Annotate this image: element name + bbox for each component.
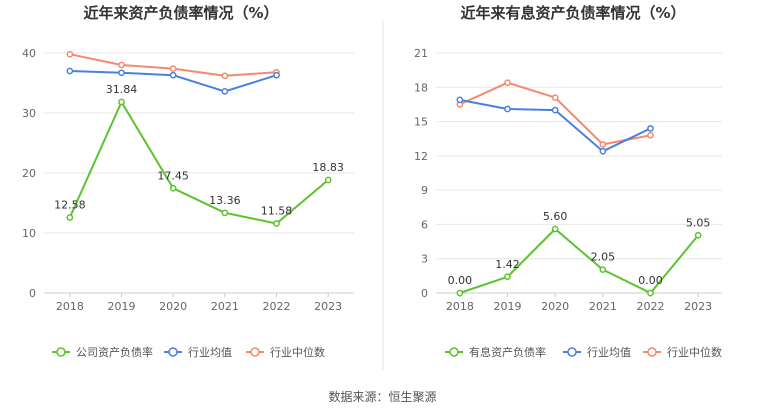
data-point[interactable] bbox=[599, 266, 607, 273]
x-tick-label: 2021 bbox=[211, 300, 239, 313]
data-point[interactable] bbox=[456, 289, 464, 297]
legend-swatch-marker[interactable] bbox=[647, 347, 657, 357]
x-tick-label: 2019 bbox=[108, 300, 136, 313]
legend-swatch-marker[interactable] bbox=[56, 347, 66, 357]
y-tick-label: 40 bbox=[22, 47, 36, 60]
data-point[interactable] bbox=[694, 231, 702, 239]
x-tick-label: 2018 bbox=[56, 300, 84, 313]
data-point[interactable] bbox=[504, 79, 511, 87]
x-tick-label: 2023 bbox=[684, 300, 712, 313]
series-line bbox=[459, 81, 651, 146]
data-point[interactable] bbox=[221, 88, 229, 95]
y-tick-label: 10 bbox=[22, 227, 36, 240]
data-label: 17.45 bbox=[157, 169, 189, 182]
data-point[interactable] bbox=[599, 147, 607, 155]
x-tick-label: 2021 bbox=[589, 300, 617, 313]
legend-label[interactable]: 公司资产负债率 bbox=[76, 345, 153, 359]
data-point[interactable] bbox=[599, 141, 607, 148]
legend-swatch-marker[interactable] bbox=[250, 347, 260, 357]
chart-title: 近年来资产负债率情况（%） bbox=[83, 4, 278, 22]
data-point[interactable] bbox=[221, 72, 229, 80]
data-label: 31.84 bbox=[106, 83, 138, 96]
x-tick-label: 2023 bbox=[314, 300, 342, 313]
y-tick-label: 6 bbox=[421, 218, 428, 231]
y-tick-label: 0 bbox=[421, 287, 428, 300]
y-tick-label: 18 bbox=[414, 81, 428, 94]
data-point[interactable] bbox=[169, 184, 177, 192]
legend-swatch-marker[interactable] bbox=[168, 347, 178, 357]
asset-liability-ratio-chart: 近年来资产负债率情况（%） 0 10 20 30 40 2018 2019 2020 2021 20… bbox=[22, 4, 354, 359]
data-point[interactable] bbox=[118, 98, 125, 106]
x-tick-label: 2019 bbox=[494, 300, 522, 313]
legend-label[interactable]: 行业中位数 bbox=[270, 345, 325, 359]
y-tick-label: 15 bbox=[414, 116, 428, 129]
interest-bearing-liability-ratio-chart: 近年来有息资产负债率情况（%） 0 3 6 9 12 15 18 21 2018 2019 2020 2… bbox=[414, 4, 722, 359]
data-source-note: 数据来源：恒生聚源 bbox=[328, 390, 437, 404]
data-point[interactable] bbox=[504, 273, 511, 281]
data-point[interactable] bbox=[66, 67, 74, 75]
data-label: 0.00 bbox=[638, 274, 663, 287]
data-point[interactable] bbox=[647, 289, 654, 297]
data-point[interactable] bbox=[66, 50, 74, 58]
x-tick-label: 2018 bbox=[446, 300, 474, 313]
legend-swatch-marker[interactable] bbox=[449, 347, 459, 357]
x-tick-label: 2022 bbox=[263, 300, 291, 313]
data-label: 5.60 bbox=[543, 210, 568, 223]
data-point[interactable] bbox=[504, 105, 511, 113]
y-tick-label: 20 bbox=[22, 167, 36, 180]
y-tick-label: 0 bbox=[29, 287, 36, 300]
data-point[interactable] bbox=[118, 69, 125, 77]
data-point[interactable] bbox=[169, 71, 177, 79]
x-tick-label: 2020 bbox=[159, 300, 187, 313]
legend-label[interactable]: 行业中位数 bbox=[667, 345, 722, 359]
legend-label[interactable]: 行业均值 bbox=[188, 346, 232, 359]
y-tick-label: 30 bbox=[22, 107, 36, 120]
data-point[interactable] bbox=[551, 106, 559, 114]
series-line bbox=[459, 228, 699, 294]
y-tick-label: 21 bbox=[414, 47, 428, 60]
legend-swatch-marker[interactable] bbox=[567, 347, 577, 357]
data-point[interactable] bbox=[324, 176, 332, 184]
y-tick-label: 12 bbox=[414, 150, 428, 163]
data-label: 1.42 bbox=[495, 258, 520, 271]
data-point[interactable] bbox=[551, 225, 559, 233]
data-point[interactable] bbox=[221, 209, 229, 217]
x-tick-label: 2022 bbox=[637, 300, 665, 313]
data-point[interactable] bbox=[118, 61, 125, 69]
data-point[interactable] bbox=[647, 125, 654, 132]
chart-title: 近年来有息资产负债率情况（%） bbox=[460, 4, 685, 22]
x-tick-label: 2020 bbox=[541, 300, 569, 313]
y-tick-label: 3 bbox=[421, 253, 428, 266]
data-point[interactable] bbox=[273, 220, 280, 227]
legend-label[interactable]: 有息资产负债率 bbox=[469, 345, 546, 359]
data-label: 5.05 bbox=[686, 216, 711, 229]
data-label: 12.58 bbox=[54, 199, 86, 212]
data-label: 0.00 bbox=[448, 274, 473, 287]
data-point[interactable] bbox=[456, 96, 464, 104]
data-label: 11.58 bbox=[261, 205, 293, 218]
data-point[interactable] bbox=[66, 214, 74, 221]
data-point[interactable] bbox=[551, 94, 559, 101]
data-point[interactable] bbox=[169, 65, 177, 72]
data-point[interactable] bbox=[647, 131, 654, 139]
data-label: 18.83 bbox=[312, 161, 344, 174]
series-line bbox=[68, 101, 329, 225]
data-point[interactable] bbox=[273, 71, 280, 79]
legend-label[interactable]: 行业均值 bbox=[587, 346, 631, 359]
data-label: 13.36 bbox=[209, 194, 241, 207]
y-tick-label: 9 bbox=[421, 184, 428, 197]
data-label: 2.05 bbox=[591, 251, 616, 264]
